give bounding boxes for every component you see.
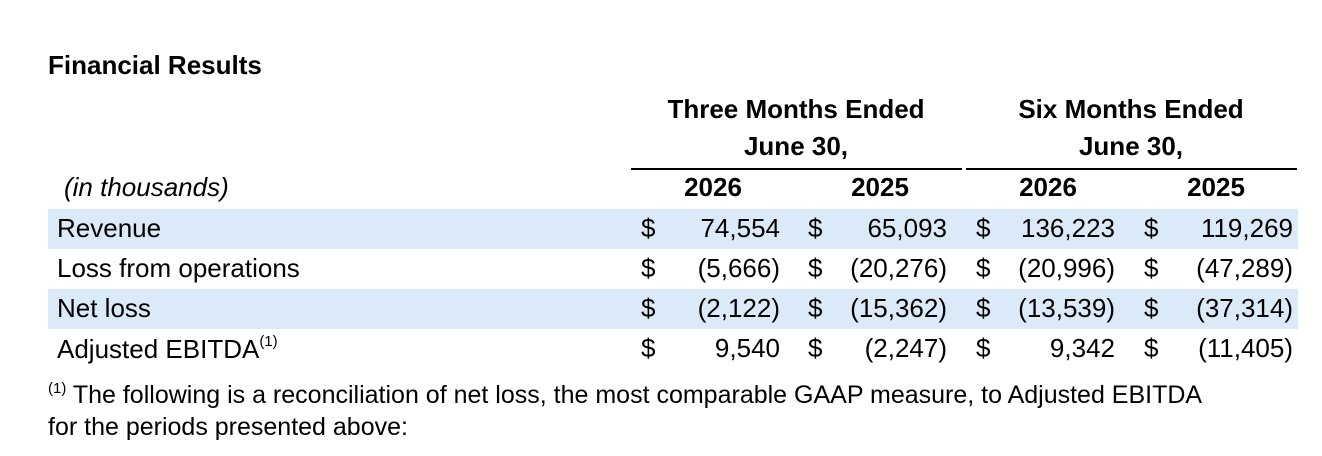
header-six-months-line1: Six Months Ended <box>1018 94 1244 124</box>
row-footnote-marker: (1) <box>259 333 278 350</box>
cell-value: 136,223 <box>1021 213 1115 243</box>
currency-symbol: $ <box>1144 253 1159 283</box>
table-row: Loss from operations $ (5,666) $ (20,276) $ (2… <box>48 249 1298 289</box>
row-label-text: Adjusted EBITDA <box>57 334 260 364</box>
cell-value: 9,540 <box>714 333 780 363</box>
currency-symbol: $ <box>808 333 823 363</box>
row-label: Adjusted EBITDA(1) <box>57 333 278 365</box>
cell-value: (15,362) <box>850 293 947 323</box>
cell-value: (2,247) <box>864 333 947 363</box>
year-header-3: 2026 <box>1019 172 1077 202</box>
cell-value: (2,122) <box>697 293 780 323</box>
cell-value: 74,554 <box>700 213 780 243</box>
table-row: Adjusted EBITDA(1) $9,540 $ (2,247) $9,342 $ (… <box>48 329 1298 369</box>
currency-symbol: $ <box>808 253 823 283</box>
currency-symbol: $ <box>976 333 991 363</box>
currency-symbol: $ <box>641 333 656 363</box>
footnote: (1) The following is a reconciliation of… <box>48 373 1308 443</box>
row-label: Loss from operations <box>57 253 300 284</box>
currency-symbol: $ <box>641 293 656 323</box>
cell-value: 119,269 <box>1200 213 1293 243</box>
cell-value: (37,314) <box>1196 293 1293 323</box>
currency-symbol: $ <box>641 253 656 283</box>
footnote-marker: (1) <box>48 380 67 397</box>
table-title: Financial Results <box>48 50 262 80</box>
currency-symbol: $ <box>641 213 656 243</box>
header-six-months-line2: June 30, <box>1078 131 1184 161</box>
footnote-line1: The following is a reconciliation of net… <box>66 381 1203 409</box>
currency-symbol: $ <box>1144 333 1159 363</box>
header-rule-three-months <box>631 168 962 170</box>
cell-value: (20,276) <box>850 253 947 283</box>
currency-symbol: $ <box>1144 213 1159 243</box>
table-row: Revenue $74,554 $65,093 $136,223 $119,269 <box>48 209 1298 249</box>
header-three-months-line1: Three Months Ended <box>667 94 925 124</box>
row-label-text: Loss from operations <box>57 253 300 283</box>
year-header-4: 2025 <box>1187 172 1245 202</box>
cell-value: (47,289) <box>1196 253 1293 283</box>
row-label: Net loss <box>57 293 151 324</box>
cell-value: (13,539) <box>1018 293 1115 323</box>
row-label-text: Revenue <box>57 213 162 243</box>
currency-symbol: $ <box>808 293 823 323</box>
currency-symbol: $ <box>1144 293 1159 323</box>
row-label: Revenue <box>57 213 161 244</box>
header-six-months: Six Months Ended June 30, <box>966 91 1296 165</box>
currency-symbol: $ <box>976 253 991 283</box>
table-row: Net loss $ (2,122) $ (15,362) $ (13,539) $ (37,3… <box>48 289 1298 329</box>
cell-value: (11,405) <box>1198 333 1293 363</box>
header-three-months-line2: June 30, <box>743 131 849 161</box>
currency-symbol: $ <box>808 213 823 243</box>
currency-symbol: $ <box>976 293 991 323</box>
unit-label: (in thousands) <box>64 172 229 202</box>
header-rule-six-months <box>966 168 1297 170</box>
footnote-line2: for the periods presented above: <box>48 413 408 441</box>
header-three-months: Three Months Ended June 30, <box>631 91 961 165</box>
cell-value: 9,342 <box>1049 333 1115 363</box>
cell-value: (20,996) <box>1018 253 1115 283</box>
row-label-text: Net loss <box>57 293 151 323</box>
year-header-2: 2025 <box>851 172 909 202</box>
currency-symbol: $ <box>976 213 991 243</box>
cell-value: 65,093 <box>867 213 947 243</box>
cell-value: (5,666) <box>697 253 780 283</box>
year-header-1: 2026 <box>684 172 742 202</box>
